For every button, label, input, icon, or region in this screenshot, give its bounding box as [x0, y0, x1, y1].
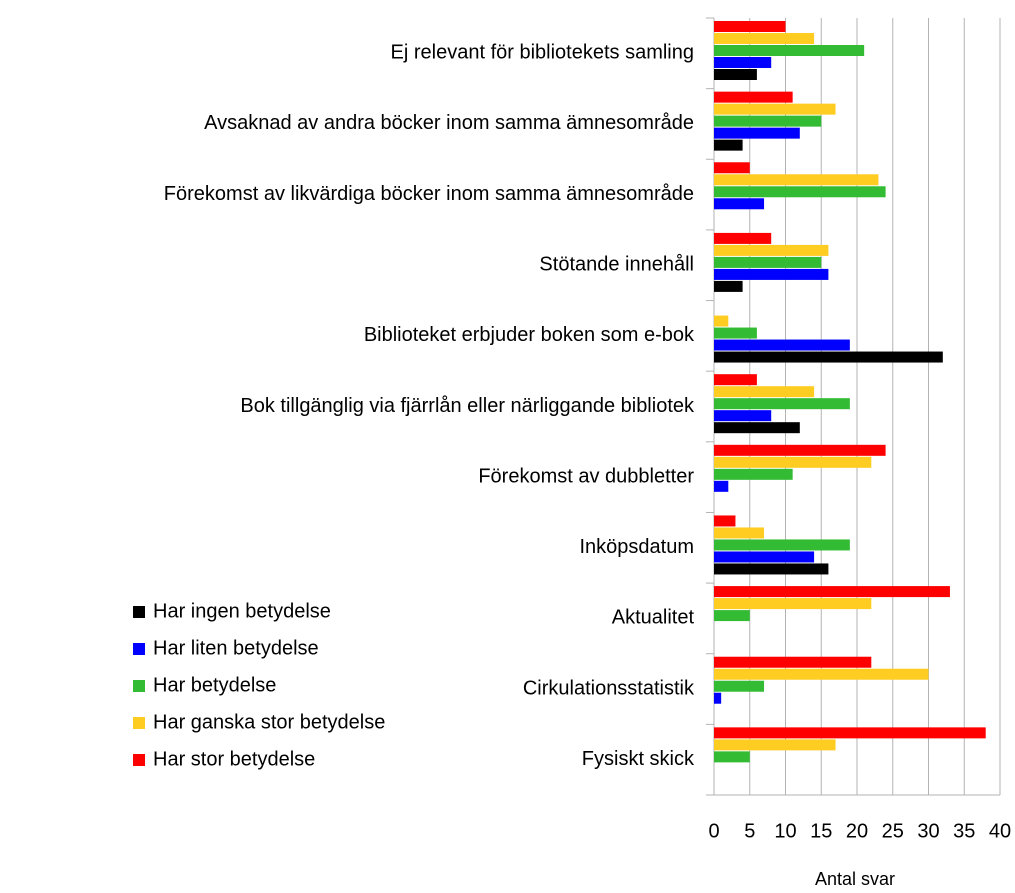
bar: [714, 45, 865, 56]
bar: [714, 351, 943, 363]
bar: [714, 444, 886, 456]
bar: [714, 610, 750, 622]
bar: [714, 656, 872, 668]
bar: [714, 198, 765, 210]
y-tick-label: Bok tillgänglig via fjärrlån eller närli…: [240, 395, 695, 417]
legend-swatch: [133, 606, 145, 618]
bar: [714, 551, 815, 563]
y-tick-label: Cirkulationsstatistik: [523, 677, 695, 699]
bar: [714, 57, 772, 68]
bar: [714, 327, 757, 339]
bar: [714, 680, 765, 692]
legend-swatch: [133, 643, 145, 655]
y-tick-label: Fysiskt skick: [582, 748, 695, 770]
bar: [714, 232, 772, 244]
x-tick-label: 40: [989, 820, 1011, 842]
bar: [714, 339, 850, 351]
bar: [714, 127, 800, 139]
bar: [714, 422, 800, 434]
legend-swatch: [133, 754, 145, 766]
bar: [714, 103, 836, 115]
legend-label: Har ingen betydelse: [153, 600, 331, 622]
bar: [714, 69, 757, 80]
bar: [714, 539, 850, 551]
x-tick-label: 0: [708, 820, 719, 842]
bar: [714, 91, 793, 103]
bar: [714, 586, 950, 598]
bar: [714, 751, 750, 763]
bar: [714, 398, 850, 410]
y-tick-label: Biblioteket erbjuder boken som e-bok: [364, 324, 695, 346]
bar: [714, 410, 772, 422]
y-tick-label: Avsaknad av andra böcker inom samma ämne…: [204, 112, 694, 134]
legend-swatch: [133, 717, 145, 729]
legend-label: Har ganska stor betydelse: [153, 711, 385, 733]
bar: [714, 480, 729, 492]
x-axis-label: Antal svar: [815, 869, 895, 889]
bar: [714, 21, 786, 32]
bar: [714, 563, 829, 575]
y-tick-label: Förekomst av likvärdiga böcker inom samm…: [164, 183, 694, 205]
bar: [714, 386, 815, 398]
bar: [714, 33, 815, 44]
bar: [714, 468, 793, 480]
x-tick-label: 20: [846, 820, 868, 842]
y-tick-label: Stötande innehåll: [539, 254, 694, 276]
x-tick-label: 25: [882, 820, 904, 842]
y-tick-label: Ej relevant för bibliotekets samling: [391, 42, 694, 64]
bar: [714, 139, 743, 151]
bar: [714, 727, 986, 739]
bar: [714, 374, 757, 386]
bar: [714, 174, 879, 186]
legend-label: Har betydelse: [153, 674, 276, 696]
bar: [714, 162, 750, 174]
x-tick-label: 10: [774, 820, 796, 842]
bar: [714, 315, 729, 327]
bar: [714, 456, 872, 468]
bar: [714, 115, 822, 127]
y-tick-label: Förekomst av dubbletter: [478, 465, 694, 487]
legend-swatch: [133, 680, 145, 692]
bar: [714, 527, 765, 539]
bar: [714, 280, 743, 292]
bar: [714, 186, 886, 198]
bar: [714, 244, 829, 256]
bar: [714, 692, 722, 704]
bar: [714, 268, 829, 280]
x-tick-label: 30: [917, 820, 939, 842]
x-tick-label: 35: [953, 820, 975, 842]
y-tick-label: Inköpsdatum: [579, 536, 694, 558]
bar: [714, 515, 736, 527]
x-tick-label: 5: [744, 820, 755, 842]
bar: [714, 739, 836, 751]
bar: [714, 256, 822, 268]
legend-label: Har stor betydelse: [153, 748, 315, 770]
bar: [714, 668, 929, 680]
legend-label: Har liten betydelse: [153, 637, 319, 659]
bar: [714, 598, 872, 610]
x-tick-label: 15: [810, 820, 832, 842]
y-tick-label: Aktualitet: [612, 607, 695, 629]
